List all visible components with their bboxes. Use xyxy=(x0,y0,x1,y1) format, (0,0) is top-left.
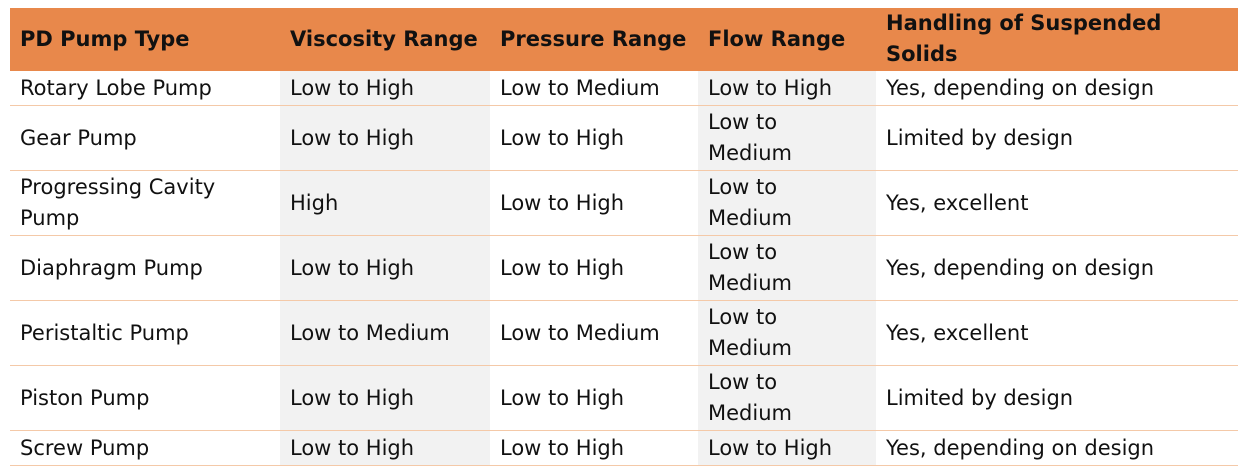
cell-text: Progressing Cavity Pump xyxy=(20,175,216,230)
table-cell: Low to High xyxy=(280,430,490,466)
table-cell: Low to High xyxy=(698,430,876,466)
table-cell: Low to High xyxy=(490,170,698,236)
table-cell: Low to High xyxy=(698,70,876,106)
table-cell: Peristaltic Pump xyxy=(10,300,280,366)
table-cell: Low to High xyxy=(490,235,698,301)
header-cell: Handling of Suspended Solids xyxy=(876,8,1238,71)
table-cell: Yes, depending on design xyxy=(876,430,1238,466)
cell-text: Gear Pump xyxy=(20,125,137,150)
table-cell: Low to Medium xyxy=(698,105,876,171)
table-row: Gear Pump Low to High Low to High Low to Me… xyxy=(10,105,1238,171)
cell-text: Yes, excellent xyxy=(886,190,1029,215)
cell-text: Limited by design xyxy=(886,385,1074,410)
cell-text: Yes, depending on design xyxy=(886,435,1155,460)
cell-text: Low to High xyxy=(290,125,415,150)
cell-text: Yes, depending on design xyxy=(886,75,1155,100)
table-body: Rotary Lobe Pump Low to High Low to Medium… xyxy=(10,70,1238,466)
table-cell: Low to Medium xyxy=(490,70,698,106)
table-cell: Low to Medium xyxy=(698,235,876,301)
table-cell: Low to High xyxy=(280,365,490,431)
table-cell: High xyxy=(280,170,490,236)
table-cell: Low to High xyxy=(490,365,698,431)
table-cell: Low to High xyxy=(490,105,698,171)
cell-text: Rotary Lobe Pump xyxy=(20,75,212,100)
table-cell: Diaphragm Pump xyxy=(10,235,280,301)
table-cell: Yes, excellent xyxy=(876,170,1238,236)
table-cell: Progressing Cavity Pump xyxy=(10,170,280,236)
table-cell: Low to Medium xyxy=(698,300,876,366)
cell-text: Low to High xyxy=(500,190,625,215)
cell-text: Low to High xyxy=(708,435,833,460)
cell-text: Yes, depending on design xyxy=(886,255,1155,280)
table-cell: Piston Pump xyxy=(10,365,280,431)
cell-text: Low to High xyxy=(500,125,625,150)
cell-text: Piston Pump xyxy=(20,385,150,410)
table-cell: Low to Medium xyxy=(698,365,876,431)
table-cell: Low to Medium xyxy=(698,170,876,236)
cell-text: Low to Medium xyxy=(500,320,660,345)
table-cell: Low to High xyxy=(490,430,698,466)
cell-text: Diaphragm Pump xyxy=(20,255,203,280)
cell-text: High xyxy=(290,190,339,215)
table-cell: Limited by design xyxy=(876,105,1238,171)
table-cell: Limited by design xyxy=(876,365,1238,431)
cell-text: Low to High xyxy=(500,385,625,410)
cell-text: Peristaltic Pump xyxy=(20,320,189,345)
cell-text: Low to Medium xyxy=(500,75,660,100)
cell-text: Low to High xyxy=(290,75,415,100)
table-cell: Screw Pump xyxy=(10,430,280,466)
table-cell: Low to High xyxy=(280,70,490,106)
cell-text: Low to Medium xyxy=(290,320,450,345)
cell-text: Low to High xyxy=(290,255,415,280)
table-cell: Gear Pump xyxy=(10,105,280,171)
table-row: Diaphragm Pump Low to High Low to High Low … xyxy=(10,235,1238,301)
table-row: Progressing Cavity Pump High Low to High Lo… xyxy=(10,170,1238,236)
cell-text: Low to High xyxy=(708,75,833,100)
table-cell: Low to Medium xyxy=(280,300,490,366)
cell-text: Yes, excellent xyxy=(886,320,1029,345)
cell-text: Low to High xyxy=(500,255,625,280)
table-row: Screw Pump Low to High Low to High Low to H… xyxy=(10,430,1238,466)
table-cell: Yes, excellent xyxy=(876,300,1238,366)
table-cell: Rotary Lobe Pump xyxy=(10,70,280,106)
header-cell: Viscosity Range xyxy=(280,8,490,71)
table-cell: Low to High xyxy=(280,105,490,171)
pump-table: PD Pump Type Viscosity Range Pressure Rang… xyxy=(10,8,1238,466)
table-row: Rotary Lobe Pump Low to High Low to Medium… xyxy=(10,70,1238,106)
cell-text: Low to High xyxy=(290,385,415,410)
cell-text: Limited by design xyxy=(886,125,1074,150)
header-cell: Pressure Range xyxy=(490,8,698,71)
table-cell: Low to Medium xyxy=(490,300,698,366)
table-cell: Yes, depending on design xyxy=(876,235,1238,301)
page: PD Pump Type Viscosity Range Pressure Rang… xyxy=(10,8,1238,466)
cell-text: Low to High xyxy=(290,435,415,460)
table-cell: Yes, depending on design xyxy=(876,70,1238,106)
cell-text: Low to Medium xyxy=(708,240,792,295)
table-row: Peristaltic Pump Low to Medium Low to Medi… xyxy=(10,300,1238,366)
cell-text: Low to Medium xyxy=(708,175,792,230)
table-row: Piston Pump Low to High Low to High Low to … xyxy=(10,365,1238,431)
header-cell: PD Pump Type xyxy=(10,8,280,71)
cell-text: Low to Medium xyxy=(708,305,792,360)
cell-text: Low to Medium xyxy=(708,370,792,425)
header-cell: Flow Range xyxy=(698,8,876,71)
header-row: PD Pump Type Viscosity Range Pressure Rang… xyxy=(10,8,1238,71)
cell-text: Low to Medium xyxy=(708,110,792,165)
cell-text: Screw Pump xyxy=(20,435,150,460)
cell-text: Low to High xyxy=(500,435,625,460)
table-cell: Low to High xyxy=(280,235,490,301)
